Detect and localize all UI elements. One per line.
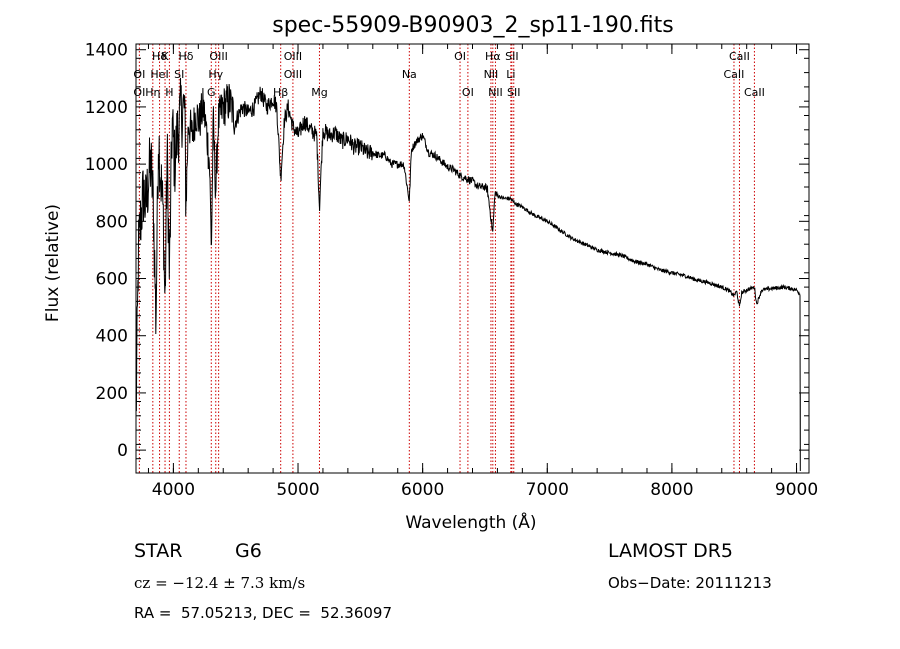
line-label: Li	[506, 68, 515, 81]
y-tick-label: 400	[96, 327, 128, 347]
line-label: OI	[133, 68, 145, 81]
line-label: Hβ	[273, 86, 288, 99]
x-tick-label: 7000	[526, 480, 569, 500]
line-label: HeI	[150, 68, 168, 81]
plot-frame	[135, 43, 810, 474]
x-tick-label: 5000	[276, 480, 319, 500]
line-label: K	[161, 50, 169, 63]
obs-date-label: Obs−Date: 20111213	[608, 574, 772, 592]
line-label: SI	[174, 68, 184, 81]
line-label: G	[207, 86, 216, 99]
y-tick-label: 200	[96, 384, 128, 404]
x-tick-label: 8000	[650, 480, 693, 500]
x-tick-label: 9000	[775, 480, 818, 500]
line-label: Na	[402, 68, 417, 81]
x-tick-label: 6000	[401, 480, 444, 500]
line-label: OI	[133, 86, 145, 99]
x-axis-label: Wavelength (Å)	[405, 511, 536, 533]
line-label: Hδ	[152, 50, 167, 63]
y-axis-label: Flux (relative)	[43, 204, 63, 322]
y-tick-label: 1000	[85, 155, 128, 175]
line-label: OI	[454, 50, 466, 63]
line-label: OIII	[209, 50, 227, 63]
y-tick-label: 0	[117, 441, 128, 461]
y-tick-label: 1200	[85, 98, 128, 118]
chart-title: spec-55909-B90903_2_sp11-190.fits	[272, 13, 674, 38]
spectrum-line	[135, 77, 801, 472]
line-label: Mg	[311, 86, 327, 99]
line-label: Hη	[145, 86, 160, 99]
line-label: NII	[484, 68, 499, 81]
line-label: H	[165, 86, 173, 99]
line-label: CaII	[729, 50, 750, 63]
x-tick-label: 4000	[152, 480, 195, 500]
line-label: OI	[462, 86, 474, 99]
survey-label: LAMOST DR5	[608, 540, 733, 562]
y-tick-label: 600	[96, 270, 128, 290]
y-tick-label: 800	[96, 212, 128, 232]
line-label: NII	[488, 86, 503, 99]
line-label: OIII	[284, 68, 302, 81]
redshift-label: cz = −12.4 ± 7.3 km/s	[134, 574, 306, 592]
coordinates-label: RA = 57.05213, DEC = 52.36097	[134, 604, 393, 622]
axis-ticks: 4000 5000 6000 7000 8000 9000 0 200 400 600 800 100…	[85, 41, 818, 500]
line-label: CaII	[744, 86, 765, 99]
subclass-label: G6	[235, 540, 262, 562]
line-label: OIII	[284, 50, 302, 63]
line-label: Hδ	[178, 50, 193, 63]
line-label: SII	[507, 86, 520, 99]
line-label: SII	[505, 50, 518, 63]
line-label: Hα	[485, 50, 501, 63]
line-label: CaII	[724, 68, 745, 81]
class-label: STAR	[134, 540, 183, 562]
line-label: Hγ	[208, 68, 223, 81]
y-tick-label: 1400	[85, 41, 128, 61]
